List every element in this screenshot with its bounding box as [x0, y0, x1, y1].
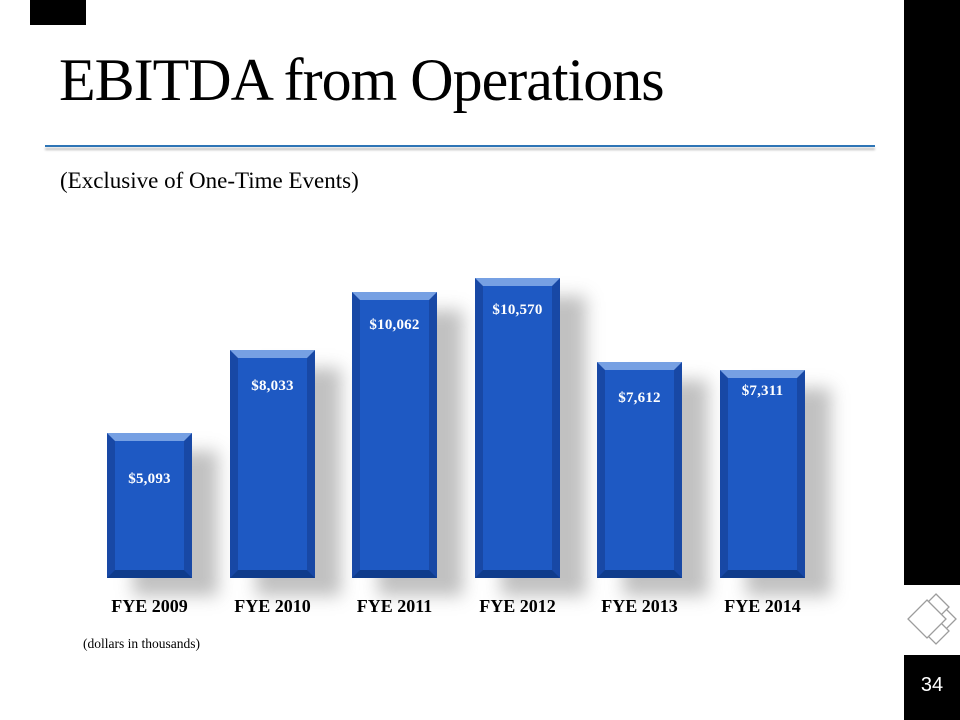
corner-accent-mark [30, 0, 86, 25]
right-sidebar: 34 [904, 0, 960, 720]
x-axis-label: FYE 2011 [356, 596, 433, 616]
x-axis-label: FYE 2010 [234, 596, 311, 616]
bar-fye-2013: $7,612 [597, 362, 682, 578]
slide-subtitle: (Exclusive of One-Time Events) [60, 168, 359, 193]
bar-value-label: $10,062 [369, 317, 420, 333]
bar-fye-2012: $10,570 [475, 278, 560, 578]
slide-title: EBITDA from Operations [59, 47, 665, 113]
bar-fye-2014: $7,311 [720, 370, 805, 578]
bar-value-label: $8,033 [251, 378, 294, 394]
bar-fye-2011: $10,062 [352, 292, 437, 578]
ebitda-bar-chart: $5,093 FYE 2009 $8,033 FYE 2010 $10,062 FYE 2… [107, 278, 805, 616]
title-divider [45, 145, 875, 147]
bar-value-label: $7,612 [618, 390, 661, 406]
bar-fye-2010: $8,033 [230, 350, 315, 578]
units-footnote: (dollars in thousands) [83, 636, 200, 651]
bar-value-label: $7,311 [741, 383, 784, 399]
x-axis-label: FYE 2013 [601, 596, 678, 616]
bar-fye-2009: $5,093 [107, 433, 192, 578]
logo-box [904, 585, 960, 655]
bar-value-label: $5,093 [128, 471, 171, 487]
x-axis-label: FYE 2009 [111, 596, 188, 616]
x-axis-label: FYE 2012 [479, 596, 556, 616]
bar-value-label: $10,570 [492, 302, 543, 318]
page-number: 34 [920, 674, 944, 696]
diamond-logo-icon [907, 593, 957, 645]
x-axis-label: FYE 2014 [724, 596, 801, 616]
